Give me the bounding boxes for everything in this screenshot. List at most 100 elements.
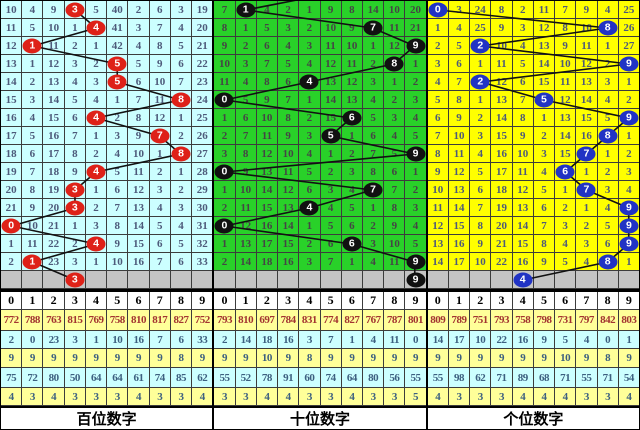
trend-row: 2 11 15 13 4 4 5 1 8 3 (214, 199, 426, 217)
hit-circle: 6 (342, 236, 362, 251)
miss-cell: 8 (384, 55, 406, 73)
miss-cell: 8 (427, 145, 449, 163)
stat-cell: 3 (491, 388, 513, 406)
miss-cell: 28 (192, 163, 213, 181)
stat-cell: 85 (170, 368, 193, 388)
miss-cell: 5 (597, 109, 619, 127)
trend-row: 13 1 12 3 2 5 5 9 6 22 (1, 55, 213, 73)
stat-cell: 817 (149, 310, 171, 331)
miss-cell: 1 (597, 145, 619, 163)
stat-cell: 8 (299, 349, 321, 368)
stat-cell: 68 (533, 368, 556, 388)
pending-cell (384, 271, 406, 289)
miss-cell: 1 (341, 253, 363, 271)
stat-row: 2 0 23 3 1 10 16 7 6 33 (1, 331, 213, 349)
stat-cell: 0 (405, 331, 426, 349)
miss-cell: 3 (448, 1, 471, 19)
digit-header-cell: 1 (235, 292, 257, 310)
hit-circle: 9 (619, 236, 639, 251)
miss-cell: 11 (384, 19, 406, 37)
miss-cell: 0 (427, 1, 449, 19)
hit-circle: 9 (406, 254, 426, 269)
hit-circle: 9 (406, 38, 426, 53)
miss-cell: 10 (470, 253, 492, 271)
digit-header-cell: 3 (64, 292, 86, 310)
miss-cell: 10 (107, 253, 129, 271)
stat-cell: 763 (43, 310, 65, 331)
trend-row: 17 5 16 7 1 3 9 7 2 26 (1, 127, 213, 145)
miss-cell: 4 (85, 163, 108, 181)
pending-cell: 9 (405, 271, 426, 289)
stat-row: 55 98 62 71 89 68 71 55 71 54 (427, 368, 639, 388)
miss-cell: 2 (64, 37, 86, 55)
trend-grid-hundreds: 10 4 9 3 5 40 2 6 3 19 11 5 10 1 4 41 3 7 4 20 12 1 11 2 1 42 4 8 5 2… (1, 1, 213, 289)
miss-cell: 1 (576, 163, 598, 181)
miss-cell: 2 (470, 73, 492, 91)
miss-cell: 13 (341, 91, 363, 109)
miss-cell: 4 (170, 19, 193, 37)
stat-cell: 3 (384, 388, 406, 406)
miss-cell: 3 (107, 127, 129, 145)
hit-circle: 0 (1, 218, 21, 233)
miss-cell: 1 (214, 181, 236, 199)
pending-cell (427, 271, 449, 289)
miss-cell: 20 (192, 19, 213, 37)
stat-cell: 16 (512, 331, 534, 349)
miss-cell: 9 (533, 253, 556, 271)
hit-circle: 8 (171, 146, 191, 161)
miss-cell: 5 (278, 55, 300, 73)
miss-cell: 2 (555, 199, 577, 217)
miss-cell: 11 (533, 1, 556, 19)
miss-cell: 6 (22, 145, 44, 163)
stat-cell: 731 (555, 310, 577, 331)
miss-cell: 9 (64, 163, 86, 181)
miss-cell: 7 (362, 19, 385, 37)
stat-cell: 2 (1, 331, 23, 349)
trend-row: 14 17 10 22 16 9 5 4 8 1 (427, 253, 639, 271)
hit-circle: 5 (107, 74, 127, 89)
stat-cell: 788 (22, 310, 44, 331)
hit-circle: 7 (576, 146, 596, 161)
miss-cell: 3 (299, 127, 321, 145)
miss-cell: 12 (235, 217, 257, 235)
miss-cell: 14 (576, 91, 598, 109)
pending-cell (128, 271, 150, 289)
miss-cell: 10 (555, 55, 577, 73)
miss-cell: 27 (192, 145, 213, 163)
hit-circle: 8 (171, 92, 191, 107)
miss-cell: 9 (405, 145, 426, 163)
miss-cell: 13 (235, 235, 257, 253)
miss-cell: 4 (256, 1, 279, 19)
hit-circle: 9 (619, 110, 639, 125)
miss-cell: 9 (214, 37, 236, 55)
miss-cell: 3 (299, 253, 321, 271)
trend-grid-units: 0 3 24 8 2 11 7 9 4 25 1 4 25 9 3 12 8 10 8 26 2 5 2 10 4 13 9 11 1 2… (427, 1, 639, 289)
stat-cell: 71 (491, 368, 513, 388)
miss-cell: 6 (341, 235, 363, 253)
miss-cell: 2 (170, 181, 193, 199)
miss-cell: 1 (576, 199, 598, 217)
miss-cell: 5 (341, 199, 363, 217)
miss-cell: 5 (384, 145, 406, 163)
miss-cell: 2 (576, 217, 598, 235)
miss-cell: 7 (555, 1, 577, 19)
miss-cell: 11 (22, 235, 44, 253)
stat-cell: 5 (555, 331, 577, 349)
stat-cell: 4 (576, 331, 598, 349)
stat-cell: 16 (278, 331, 300, 349)
miss-cell: 12 (278, 181, 300, 199)
stat-cell: 9 (22, 349, 44, 368)
stat-cell: 89 (512, 368, 534, 388)
hit-circle: 1 (22, 38, 42, 53)
stat-cell: 64 (85, 368, 108, 388)
miss-cell: 1 (427, 19, 449, 37)
miss-cell: 14 (128, 217, 150, 235)
miss-cell: 6 (470, 181, 492, 199)
stat-cell: 827 (341, 310, 363, 331)
miss-cell: 4 (555, 235, 577, 253)
digit-header-cell: 8 (384, 292, 406, 310)
miss-cell: 8 (470, 217, 492, 235)
miss-cell: 1 (405, 163, 426, 181)
digit-header-cell: 8 (170, 292, 193, 310)
